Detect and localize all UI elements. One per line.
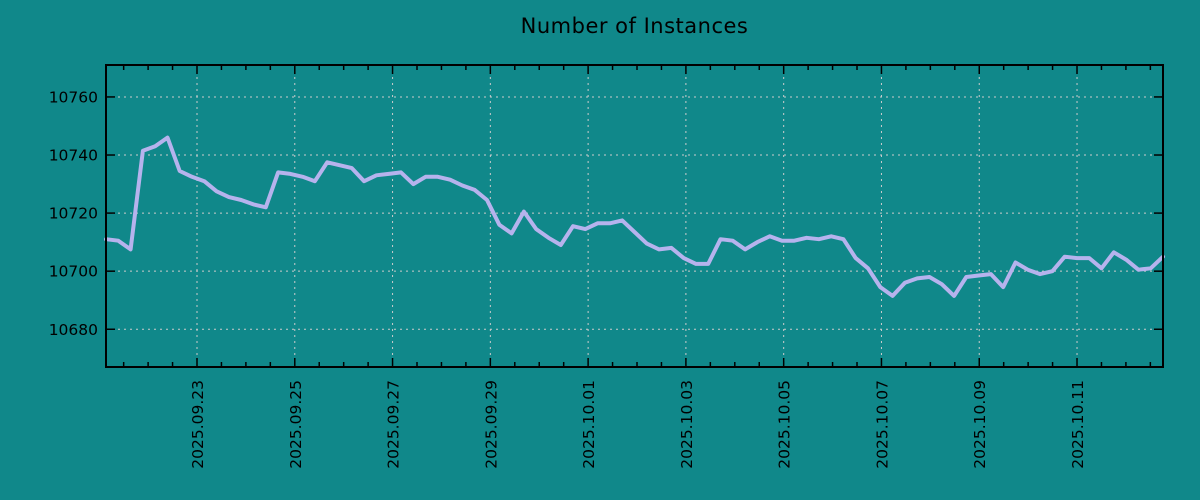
x-tick-label: 2025.10.07 (873, 380, 891, 469)
y-tick-label: 10760 (49, 88, 98, 106)
x-tick-labels: 2025.09.23 2025.09.25 2025.09.27 2025.09.29… (189, 380, 1087, 469)
y-tick-label: 10700 (49, 263, 98, 281)
x-tick-label: 2025.10.09 (971, 380, 989, 469)
plot-border (105, 64, 1164, 368)
x-tick-label: 2025.10.05 (776, 380, 794, 469)
x-tick-label: 2025.09.25 (287, 380, 305, 469)
axis-ticks (106, 65, 1163, 367)
chart-title: Number of Instances (520, 14, 749, 38)
gridlines (106, 65, 1163, 367)
series-line-instances (104, 135, 1165, 298)
x-tick-label: 2025.09.23 (189, 380, 207, 469)
y-tick-labels: 10680 10700 10720 10740 10760 (49, 88, 98, 338)
x-tick-label: 2025.10.01 (580, 380, 598, 469)
x-tick-label: 2025.10.11 (1069, 380, 1087, 469)
y-tick-label: 10680 (49, 321, 98, 339)
y-tick-label: 10720 (49, 205, 98, 223)
x-tick-label: 2025.09.29 (482, 380, 500, 469)
x-tick-label: 2025.09.27 (385, 380, 403, 469)
y-tick-label: 10740 (49, 147, 98, 165)
x-tick-label: 2025.10.03 (678, 380, 696, 469)
